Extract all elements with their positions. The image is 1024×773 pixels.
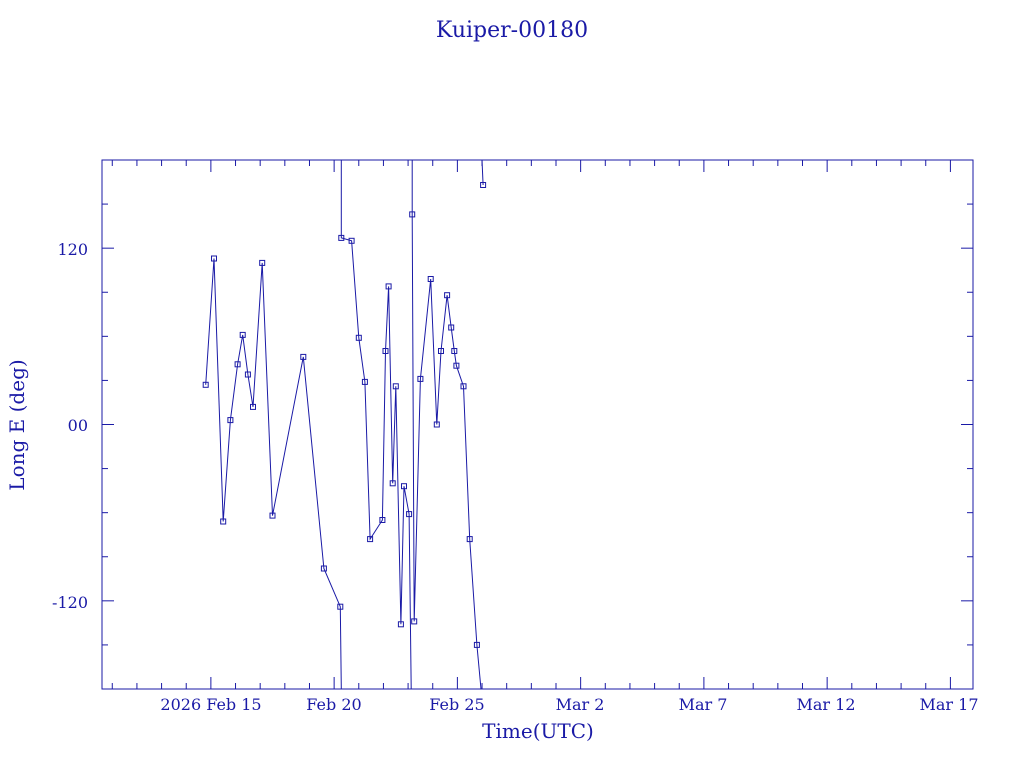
- x-tick-label: Feb 25: [429, 695, 484, 714]
- series-line: [205, 160, 484, 689]
- data-point: [220, 518, 227, 525]
- x-tick-label: Mar 2: [556, 695, 605, 714]
- data-point: [417, 375, 424, 382]
- data-point: [259, 259, 266, 266]
- x-axis-label: Time(UTC): [482, 719, 594, 743]
- data-point: [211, 255, 217, 262]
- data-point: [397, 621, 404, 628]
- data-point: [337, 603, 344, 610]
- data-point: [379, 517, 386, 523]
- data-point: [411, 618, 418, 625]
- x-axis-tick-labels: 2026 Feb 15 Feb 20 Feb 25 Mar 2 Mar 7 Ma…: [160, 695, 978, 714]
- data-point: [338, 234, 345, 241]
- plot-frame: [101, 159, 974, 690]
- y-tick-label: 120: [57, 240, 88, 259]
- data-point: [466, 536, 473, 543]
- x-tick-label: Mar 7: [679, 695, 728, 714]
- x-tick-label: Mar 12: [796, 695, 855, 714]
- data-point: [355, 334, 362, 341]
- data-point: [438, 348, 444, 354]
- data-point: [460, 383, 467, 390]
- data-point: [433, 421, 440, 428]
- data-point: [473, 641, 480, 648]
- data-point: [409, 211, 416, 218]
- y-tick-label: -120: [52, 593, 88, 612]
- data-point: [401, 483, 407, 490]
- x-tick-label: 2026 Feb 15: [160, 695, 261, 714]
- data-point: [453, 362, 460, 369]
- data-point: [361, 378, 368, 385]
- data-point: [389, 480, 396, 487]
- data-point: [448, 324, 455, 331]
- data-point: [480, 182, 487, 188]
- data-point: [234, 361, 241, 368]
- y-axis-tick-labels: 120 00 -120: [52, 240, 88, 612]
- data-point: [250, 403, 256, 410]
- data-point: [348, 237, 355, 244]
- x-tick-label: Mar 17: [919, 695, 978, 714]
- data-point: [300, 353, 307, 360]
- data-point: [444, 292, 451, 299]
- data-point: [382, 348, 389, 354]
- data-point: [202, 381, 209, 388]
- data-point: [392, 383, 399, 390]
- data-point: [427, 276, 434, 282]
- y-axis-label: Long E (deg): [5, 359, 29, 490]
- chart-title: Kuiper-00180: [436, 18, 588, 43]
- data-series: [202, 160, 487, 689]
- data-point: [227, 417, 234, 424]
- data-point: [451, 348, 458, 354]
- data-point: [244, 371, 251, 378]
- data-point: [269, 512, 276, 519]
- y-tick-label: 00: [68, 416, 88, 435]
- data-point: [367, 536, 374, 543]
- data-point: [385, 283, 392, 290]
- y-axis-ticks: [102, 159, 973, 690]
- data-point: [239, 331, 246, 338]
- x-tick-label: Feb 20: [306, 695, 361, 714]
- data-point: [320, 565, 327, 572]
- x-axis-ticks: [111, 160, 951, 689]
- data-point: [406, 511, 413, 518]
